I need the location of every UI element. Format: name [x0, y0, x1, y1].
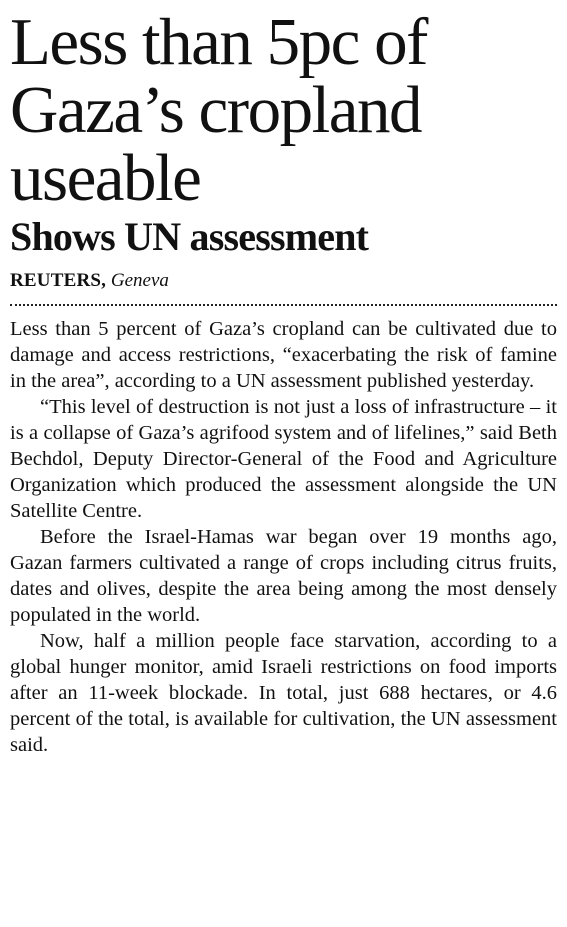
dotted-divider: [10, 304, 557, 306]
byline-location: Geneva: [110, 270, 169, 291]
body-paragraph: Before the Israel-Hamas war began over 1…: [10, 526, 557, 626]
news-article: Less than 5pc of Gaza’s cropland useable…: [10, 8, 557, 758]
body-paragraph: “This level of destruction is not just a…: [10, 396, 557, 522]
headline: Less than 5pc of Gaza’s cropland useable: [10, 5, 428, 215]
article-body: Less than 5 percent of Gaza’s cropland c…: [10, 316, 557, 758]
byline-agency: REUTERS,: [10, 270, 107, 291]
byline: REUTERS, Geneva: [10, 270, 557, 292]
body-paragraph: Now, half a million people face starvati…: [10, 630, 557, 756]
body-paragraph: Less than 5 percent of Gaza’s cropland c…: [10, 318, 557, 392]
subheadline: Shows UN assessment: [10, 214, 369, 259]
